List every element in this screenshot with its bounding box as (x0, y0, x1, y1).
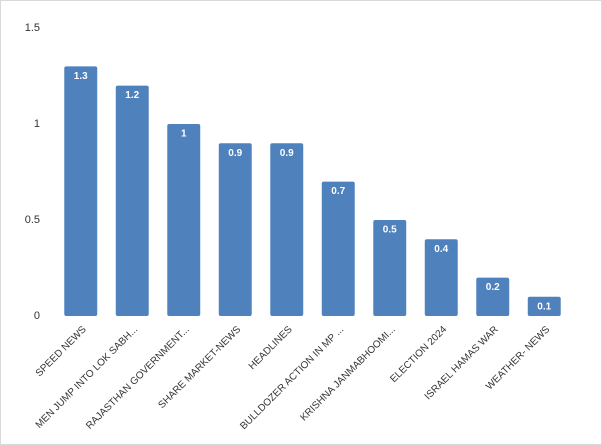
bar (527, 296, 561, 316)
bar (424, 239, 458, 316)
bar (167, 124, 201, 316)
bar (218, 143, 252, 316)
value-label: 0.2 (486, 282, 500, 293)
value-label: 0.4 (434, 244, 448, 255)
value-label: 0.5 (383, 225, 397, 236)
y-tick-label: 0 (34, 310, 40, 322)
value-label: 0.9 (280, 148, 294, 159)
bar (270, 143, 304, 316)
bar (373, 220, 407, 316)
value-label: 1.3 (74, 71, 88, 82)
bar (321, 181, 355, 316)
value-label: 0.7 (331, 186, 345, 197)
value-label: 0.1 (537, 301, 551, 312)
value-label: 0.9 (228, 148, 242, 159)
y-tick-label: 0.5 (25, 214, 40, 226)
value-label: 1 (181, 129, 187, 140)
y-tick-label: 1.5 (25, 22, 40, 34)
bar (64, 66, 98, 317)
bar (476, 277, 510, 316)
y-tick-label: 1 (34, 118, 40, 130)
value-label: 1.2 (125, 90, 139, 101)
bar (115, 85, 149, 316)
